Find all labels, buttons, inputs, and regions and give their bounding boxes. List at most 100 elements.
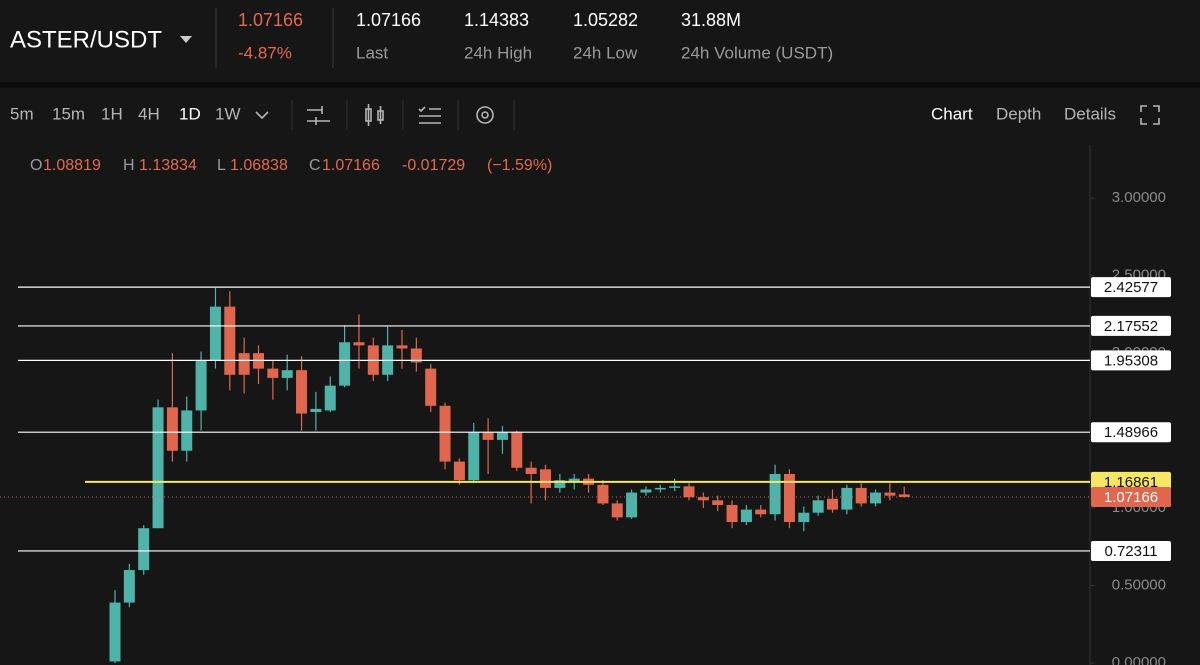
candle-body: [855, 487, 867, 504]
candle-body: [339, 342, 351, 386]
candle-body: [468, 432, 480, 481]
candle-body: [568, 478, 580, 482]
ohlc-key: C: [309, 157, 321, 174]
candle-body: [195, 360, 207, 411]
ohlc-change-pct: (−1.59%): [487, 157, 552, 174]
interval-button[interactable]: 1D: [179, 104, 201, 123]
candle-body: [353, 342, 365, 346]
price-level-label: 2.17552: [1104, 318, 1158, 335]
view-tab[interactable]: Depth: [996, 104, 1041, 123]
stat-value: 1.14383: [464, 10, 529, 30]
price-level-label: 1.48966: [1104, 424, 1158, 441]
view-tab[interactable]: Details: [1064, 104, 1116, 123]
settings-icon[interactable]: [476, 106, 494, 124]
interval-caret[interactable]: [255, 111, 269, 120]
candle-body: [209, 306, 221, 361]
price-level-tag: [1091, 471, 1171, 492]
candle-body: [166, 407, 178, 451]
candle-body: [812, 500, 824, 513]
pair-caret[interactable]: [180, 36, 192, 43]
fullscreen-icon[interactable]: [1140, 105, 1160, 125]
candle-body: [870, 492, 882, 504]
view-tab[interactable]: Chart: [931, 104, 973, 123]
candle-body: [540, 469, 551, 488]
stat-label: 24h High: [464, 43, 532, 62]
ohlc-key: H: [123, 157, 135, 174]
candle-body: [827, 498, 838, 510]
price-level-label: 1.16861: [1104, 474, 1158, 491]
candle-body: [238, 353, 250, 375]
candle-body: [123, 570, 135, 603]
ohlc-change: -0.01729: [402, 157, 465, 174]
ohlc-key: O: [30, 157, 42, 174]
candle-body: [726, 504, 738, 523]
candle-body: [281, 370, 293, 378]
stat-value: 31.88M: [681, 10, 741, 30]
candle-body: [396, 345, 408, 349]
last-price-tag: [1091, 486, 1171, 507]
candle-body: [439, 405, 451, 462]
interval-button[interactable]: 15m: [52, 104, 85, 123]
price-level-tag: [1091, 540, 1171, 561]
candle-body: [683, 486, 695, 498]
candle-body: [798, 512, 810, 523]
candle-body: [654, 487, 666, 490]
candle-body: [884, 492, 896, 496]
candle-body: [152, 407, 164, 529]
candle-body: [597, 484, 609, 504]
price-level-tag: [1091, 315, 1171, 336]
price-level-label: 2.42577: [1104, 279, 1158, 296]
candle-body: [640, 489, 652, 493]
candle-body: [554, 480, 566, 488]
price-level-tag: [1091, 277, 1171, 298]
candle-body: [783, 473, 795, 523]
candle-body: [841, 487, 853, 510]
stat-value: 1.07166: [356, 10, 421, 30]
candle-body: [482, 432, 494, 440]
candle-body: [138, 528, 150, 571]
ohlc-key: L: [217, 157, 226, 174]
candle-body: [324, 385, 336, 411]
stat-label: 24h Volume (USDT): [681, 43, 833, 62]
ohlc-value: 1.06838: [230, 157, 288, 174]
candle-body: [898, 494, 910, 497]
interval-button[interactable]: 1W: [215, 104, 241, 123]
interval-button[interactable]: 1H: [101, 104, 123, 123]
interval-group: 5m 15m 1H 4H 1D 1W: [10, 104, 241, 123]
candle-type-icon[interactable]: [365, 104, 384, 126]
stat-label: Last: [356, 43, 388, 62]
chart-panel: [0, 88, 1200, 665]
candle-body: [611, 503, 623, 518]
candle-body: [525, 467, 537, 474]
price-level-tag: [1091, 350, 1171, 371]
interval-button[interactable]: 5m: [10, 104, 34, 123]
candle-body: [511, 432, 523, 468]
pair-name[interactable]: ASTER/USDT: [10, 26, 162, 53]
interval-button[interactable]: 4H: [138, 104, 160, 123]
ohlc-value: 1.07166: [322, 157, 380, 174]
candle-body: [109, 602, 121, 662]
candle-body: [310, 408, 322, 412]
y-tick-label: 0.00000: [1112, 654, 1166, 665]
plot: 3.000002.500002.000001.500001.000000.500…: [0, 189, 1171, 665]
ohlc-value: 1.08819: [43, 157, 101, 174]
candle-body: [224, 306, 236, 375]
template-icon[interactable]: [418, 106, 441, 124]
price-level-label: 0.72311: [1104, 543, 1157, 560]
header-bar: [0, 0, 1200, 82]
candle-body: [626, 492, 638, 518]
tab-group: Chart Depth Details: [931, 104, 1116, 123]
candle-body: [755, 509, 767, 515]
y-tick-label: 3.00000: [1112, 189, 1166, 206]
indicator-icon[interactable]: [307, 106, 330, 125]
candle-body: [496, 432, 508, 440]
candle-body: [453, 461, 465, 481]
candle-body: [425, 368, 437, 406]
y-tick-label: 0.50000: [1112, 576, 1166, 593]
candle-body: [669, 486, 681, 488]
stat-value: 1.05282: [573, 10, 638, 30]
last-price-label: 1.07166: [1104, 489, 1158, 506]
current-price: 1.07166: [238, 10, 303, 30]
